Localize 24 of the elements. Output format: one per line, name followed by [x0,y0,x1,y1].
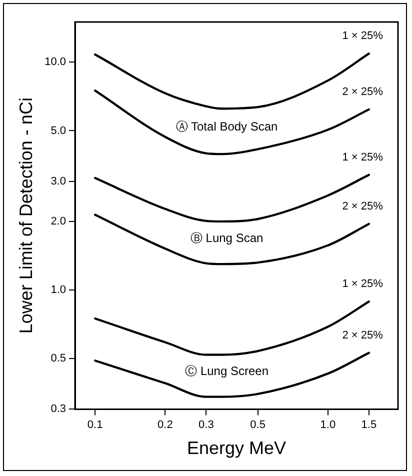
x-tick-label: 0.5 [250,418,266,431]
y-tick-label: 10.0 [44,56,66,68]
series-label: 2 × 25% [342,200,384,212]
y-tick-label: 1.0 [50,284,66,296]
x-tick-label: 0.3 [198,418,214,431]
y-tick-label: 2.0 [50,215,66,228]
series-label: 1 × 25% [342,151,384,164]
y-tick-label: 0.5 [50,352,66,365]
x-tick-label: 1.0 [320,418,336,431]
series-label: 1 × 25% [342,278,384,290]
x-tick-label: 1.5 [361,418,377,431]
annotation: Ⓒ Lung Screen [185,364,269,378]
y-tick-label: 5.0 [50,124,66,137]
annotation: Ⓐ Total Body Scan [176,120,278,134]
annotation: Ⓑ Lung Scan [190,231,264,246]
y-tick-label: 0.3 [50,403,66,416]
series-label: 2 × 25% [342,329,384,342]
x-tick-label: 0.2 [158,418,173,431]
series-label: 1 × 25% [342,30,384,42]
y-tick-label: 3.0 [50,175,66,188]
x-axis-title: Energy MeV [186,438,286,458]
series-label: 2 × 25% [342,86,384,98]
x-tick-label: 0.1 [87,418,103,431]
y-axis-title: Lower Limit of Detection - nCi [16,98,36,334]
